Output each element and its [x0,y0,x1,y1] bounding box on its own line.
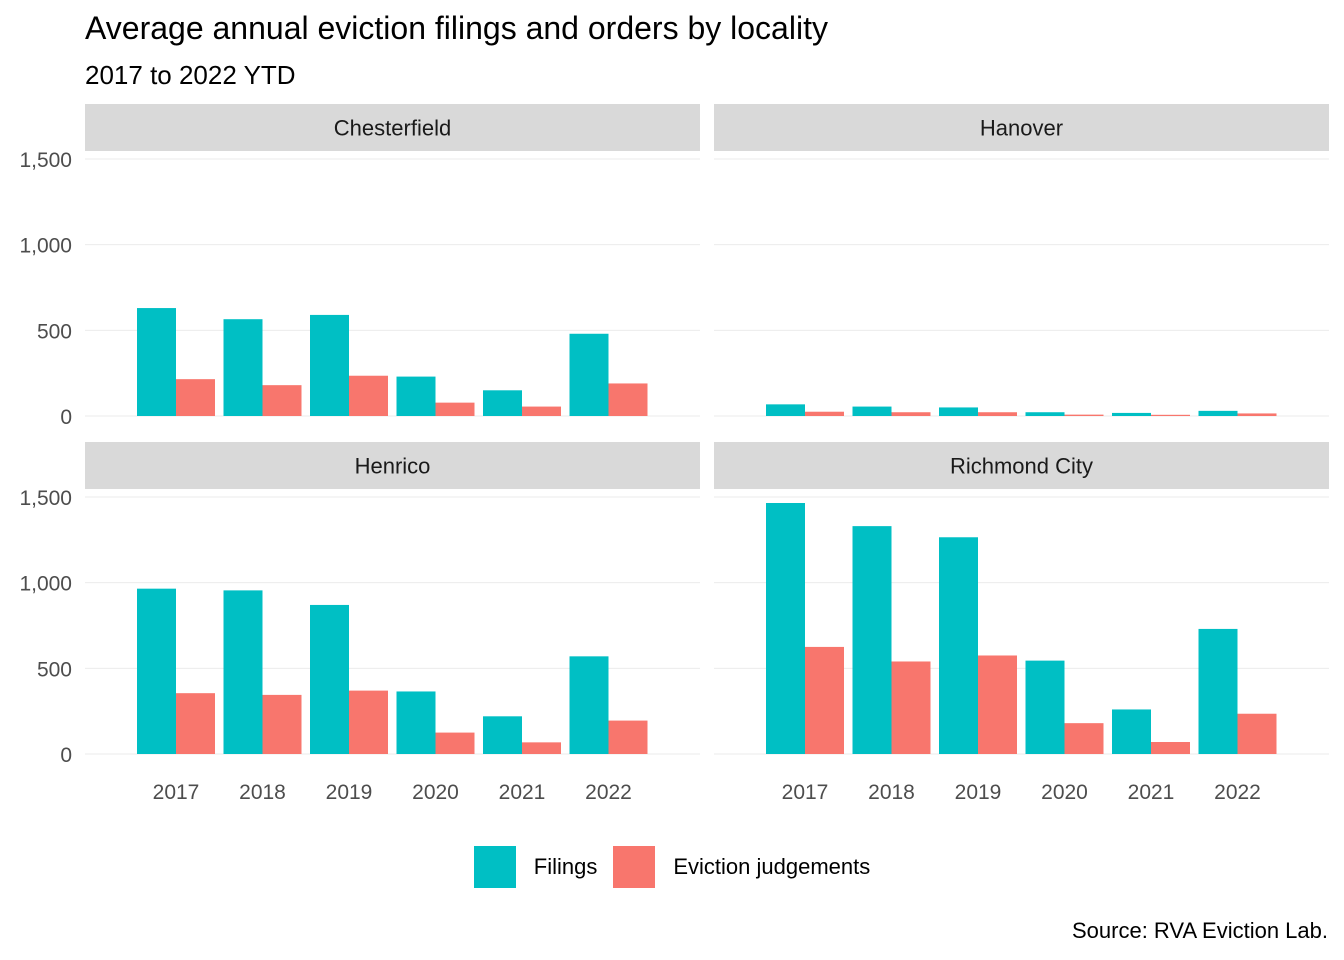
bar-judgements-2019 [978,412,1017,416]
y-tick-label: 1,000 [19,235,72,258]
x-tick-label: 2021 [1128,781,1175,804]
facet-strip-label: Hanover [980,116,1063,141]
facet-strip [714,104,1329,151]
x-tick-label: 2019 [326,781,373,804]
bar-judgements-2018 [891,661,931,754]
bar-filings-2021 [1112,709,1151,754]
bar-filings-2018 [852,406,892,416]
bar-filings-2020 [1025,660,1065,754]
facet-strip [85,442,700,489]
bar-judgements-2019 [978,655,1017,754]
legend-label-judgements: Eviction judgements [673,854,871,879]
legend: Filings Eviction judgements [0,846,1344,888]
facet-strip [714,442,1329,489]
chart-title: Average annual eviction filings and orde… [85,10,828,46]
x-tick-label: 2018 [239,781,286,804]
bar-judgements-2017 [805,646,844,754]
bar-judgements-2017 [176,379,215,416]
x-tick-label: 2018 [868,781,915,804]
legend-label-filings: Filings [533,854,598,879]
bar-judgements-2020 [435,732,475,754]
facet-strip-label: Richmond City [950,454,1093,479]
panel-henrico: Henrico 0 500 1,000 1,500 2017 2018 2019 2020 202… [19,442,700,804]
bar-filings-2019 [310,604,349,754]
bar-judgements-2019 [349,375,388,416]
bar-judgements-2021 [522,406,561,416]
y-tick-label: 1,500 [19,487,72,510]
x-tick-label: 2020 [1041,781,1088,804]
bar-judgements-2022 [1237,713,1277,754]
bar-filings-2017 [137,308,176,416]
y-tick-label: 1,500 [19,149,72,172]
x-tick-label: 2021 [499,781,546,804]
bar-filings-2022 [1198,628,1238,754]
x-tick-label: 2022 [1214,781,1261,804]
legend-item-judgements: Eviction judgements [613,846,870,888]
y-tick-label: 0 [60,406,72,429]
x-tick-label: 2020 [412,781,459,804]
panel-chesterfield: Chesterfield 0 500 1,000 1,500 [19,104,700,429]
bar-filings-2022 [569,656,609,754]
bar-filings-2017 [766,404,805,416]
y-tick-label: 500 [37,658,72,681]
bar-judgements-2018 [262,385,302,416]
bar-judgements-2021 [1151,742,1190,754]
bar-judgements-2017 [176,693,215,754]
legend-item-filings: Filings [473,846,598,888]
bar-judgements-2017 [805,411,844,416]
chart-subtitle: 2017 to 2022 YTD [85,60,296,90]
panel-richmond-city: Richmond City 2017 2018 2019 2020 2021 2022 [714,442,1329,804]
bar-filings-2021 [1112,412,1151,416]
bar-judgements-2020 [1064,414,1104,416]
bar-judgements-2018 [262,694,302,754]
y-tick-label: 1,000 [19,573,72,596]
bar-judgements-2019 [349,690,388,754]
bar-filings-2018 [852,526,892,754]
bar-judgements-2022 [608,383,648,416]
facet-strip-label: Henrico [355,454,431,479]
bar-filings-2021 [483,716,522,754]
bar-filings-2019 [939,537,978,754]
x-tick-label: 2017 [782,781,829,804]
bar-filings-2021 [483,390,522,416]
bar-judgements-2022 [608,720,648,754]
bar-filings-2020 [1025,412,1065,416]
legend-swatch-filings [473,846,516,888]
bar-judgements-2022 [1237,413,1277,416]
chart-caption: Source: RVA Eviction Lab. [1072,918,1328,943]
bar-judgements-2020 [435,402,475,416]
bar-filings-2017 [766,502,805,754]
bar-filings-2020 [396,691,436,754]
bar-filings-2018 [223,319,263,416]
bar-judgements-2021 [1151,414,1190,416]
y-tick-label: 0 [60,744,72,767]
bar-judgements-2020 [1064,723,1104,754]
bar-filings-2022 [569,333,609,416]
bar-filings-2017 [137,588,176,754]
y-tick-label: 500 [37,320,72,343]
panel-hanover: Hanover [714,104,1329,417]
facet-strip-label: Chesterfield [334,116,451,141]
x-tick-label: 2019 [955,781,1002,804]
bar-filings-2022 [1198,410,1238,416]
x-tick-label: 2017 [153,781,200,804]
bar-judgements-2018 [891,412,931,416]
bar-judgements-2021 [522,742,561,754]
bar-filings-2018 [223,590,263,754]
bar-filings-2020 [396,376,436,416]
legend-swatch-judgements [613,846,656,888]
bar-filings-2019 [939,407,978,416]
facet-strip [85,104,700,151]
bar-filings-2019 [310,314,349,416]
x-tick-label: 2022 [585,781,632,804]
